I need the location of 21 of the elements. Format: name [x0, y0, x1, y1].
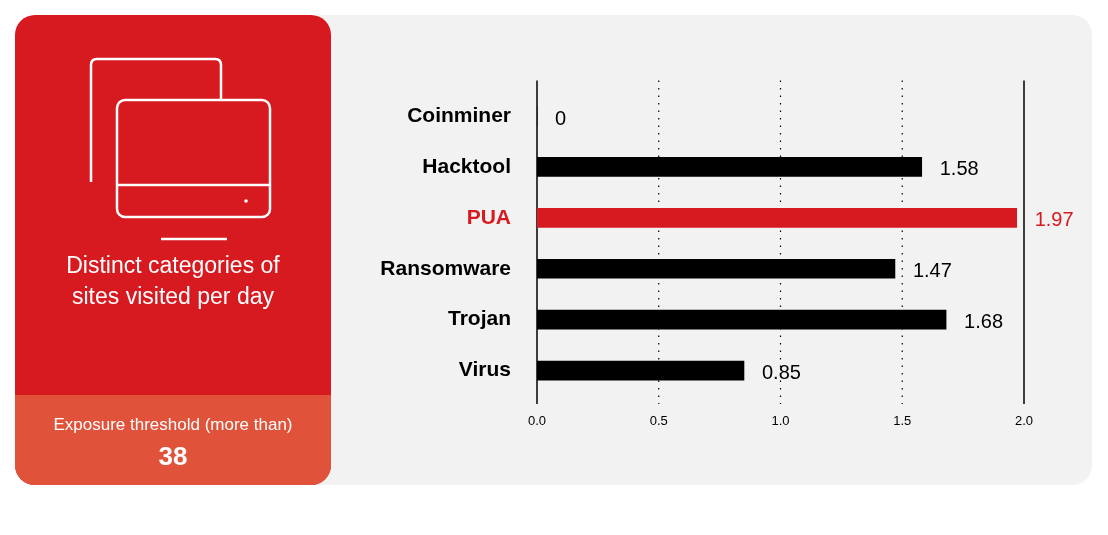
y-tick-label: Hacktool: [422, 153, 511, 177]
x-tick-label: 1.5: [893, 413, 912, 429]
data-label: 1.68: [964, 310, 1004, 333]
x-tick-label: 0.0: [527, 413, 547, 429]
y-tick-label: PUA: [466, 204, 511, 228]
x-tick-label: 1.0: [771, 413, 790, 429]
y-tick-label: Virus: [458, 357, 511, 381]
bar: [537, 208, 1018, 228]
text: Exposure threshold (more than): [52, 415, 294, 435]
y-tick-label: Coinminer: [407, 102, 511, 126]
y-tick-label: Ransomware: [380, 255, 511, 279]
x-tick-label: 2.0: [1014, 413, 1034, 429]
y-tick-label: Trojan: [447, 306, 511, 330]
text: 38: [157, 441, 189, 472]
data-label: 0.85: [761, 361, 801, 384]
data-label: 1.58: [939, 157, 979, 180]
data-label: 1.47: [912, 259, 952, 282]
data-label: 0: [555, 106, 567, 129]
text: Distinct categories of sites visited per day: [65, 251, 281, 311]
x-tick-label: 0.5: [649, 413, 668, 429]
data-label: 1.97: [1034, 208, 1074, 231]
